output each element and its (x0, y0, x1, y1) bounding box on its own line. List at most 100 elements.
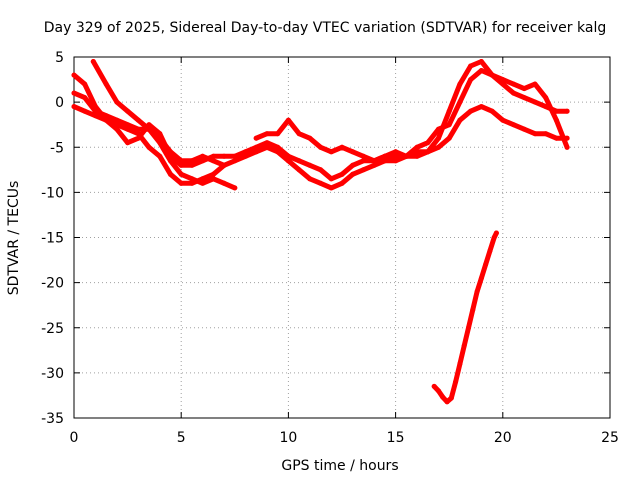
data-point (446, 135, 452, 141)
data-point (521, 86, 527, 92)
data-point (189, 162, 195, 168)
data-point (232, 158, 238, 164)
data-point (457, 99, 463, 105)
x-tick-label: 5 (177, 430, 186, 446)
data-point (221, 162, 227, 168)
data-point (350, 149, 356, 155)
data-point (307, 176, 313, 182)
data-point (446, 108, 452, 114)
data-point (521, 126, 527, 132)
data-point (339, 144, 345, 150)
data-point (114, 122, 120, 128)
x-tick-label: 0 (70, 430, 79, 446)
data-point (360, 167, 366, 173)
data-point (146, 144, 152, 150)
data-point (511, 122, 516, 128)
data-point (431, 383, 437, 389)
data-point (200, 176, 206, 182)
data-point (178, 180, 184, 186)
data-point (275, 131, 281, 137)
data-point (221, 180, 227, 186)
data-point (264, 144, 270, 150)
data-point (114, 126, 120, 132)
data-point (82, 108, 88, 114)
data-point (253, 144, 259, 150)
data-point (393, 158, 399, 164)
data-point (200, 153, 206, 159)
data-point (275, 149, 281, 155)
data-point (489, 72, 495, 78)
data-point (200, 180, 206, 186)
y-axis-label: SDTVAR / TECUs (6, 181, 22, 296)
data-point (403, 153, 409, 159)
data-point (414, 144, 420, 150)
data-point (339, 171, 345, 177)
data-point (553, 135, 559, 141)
data-point (436, 135, 441, 141)
data-point (444, 399, 450, 405)
data-point (168, 171, 173, 177)
data-point (125, 140, 131, 146)
data-point (532, 131, 538, 137)
data-point (393, 149, 399, 155)
data-point (103, 113, 109, 119)
data-point (232, 153, 238, 159)
data-point (318, 144, 324, 150)
y-tick-label: -10 (41, 185, 64, 201)
data-point (146, 126, 152, 132)
data-point (82, 95, 88, 101)
data-point (318, 180, 324, 186)
data-point (285, 117, 291, 123)
data-point (493, 230, 499, 236)
data-point (350, 171, 356, 177)
y-tick-label: -5 (50, 140, 64, 156)
data-point (478, 59, 484, 64)
data-point (360, 153, 366, 159)
data-point (232, 185, 238, 191)
data-point (71, 90, 77, 96)
data-point (210, 153, 216, 159)
data-point (210, 158, 216, 164)
data-point (103, 117, 109, 123)
x-tick-label: 25 (601, 430, 619, 446)
data-point (382, 153, 388, 159)
data-point (457, 117, 463, 123)
y-tick-label: -25 (41, 321, 64, 337)
data-point (296, 131, 302, 137)
data-point (521, 95, 527, 101)
data-point (448, 395, 454, 401)
data-point (103, 81, 109, 87)
data-point (168, 149, 173, 155)
data-point (425, 140, 431, 146)
data-point (511, 90, 516, 96)
data-point (157, 153, 163, 159)
y-axis: 5 0 -5 -10 -15 -20 -25 -30 -35 (41, 50, 610, 427)
data-point (296, 158, 302, 164)
y-tick-label: -30 (41, 366, 64, 382)
data-point (168, 158, 173, 164)
data-point (371, 158, 377, 164)
data-point (243, 149, 248, 155)
data-point (553, 117, 559, 123)
data-point (189, 158, 195, 164)
data-point (457, 81, 463, 87)
x-tick-label: 15 (387, 430, 405, 446)
data-point (253, 149, 259, 155)
data-point (135, 117, 141, 123)
data-point (474, 289, 480, 295)
data-point (511, 81, 516, 87)
data-point (275, 144, 281, 150)
data-point (114, 99, 120, 105)
data-point (543, 131, 549, 137)
series-line-track-6 (431, 230, 499, 405)
data-point (307, 135, 313, 141)
data-point (436, 388, 441, 394)
data-point (360, 158, 366, 164)
chart-title: Day 329 of 2025, Sidereal Day-to-day VTE… (44, 20, 606, 36)
data-point (296, 167, 302, 173)
data-point (487, 248, 493, 254)
data-point (483, 262, 489, 268)
data-point (71, 72, 77, 78)
data-point (328, 185, 334, 191)
data-point (500, 77, 506, 83)
